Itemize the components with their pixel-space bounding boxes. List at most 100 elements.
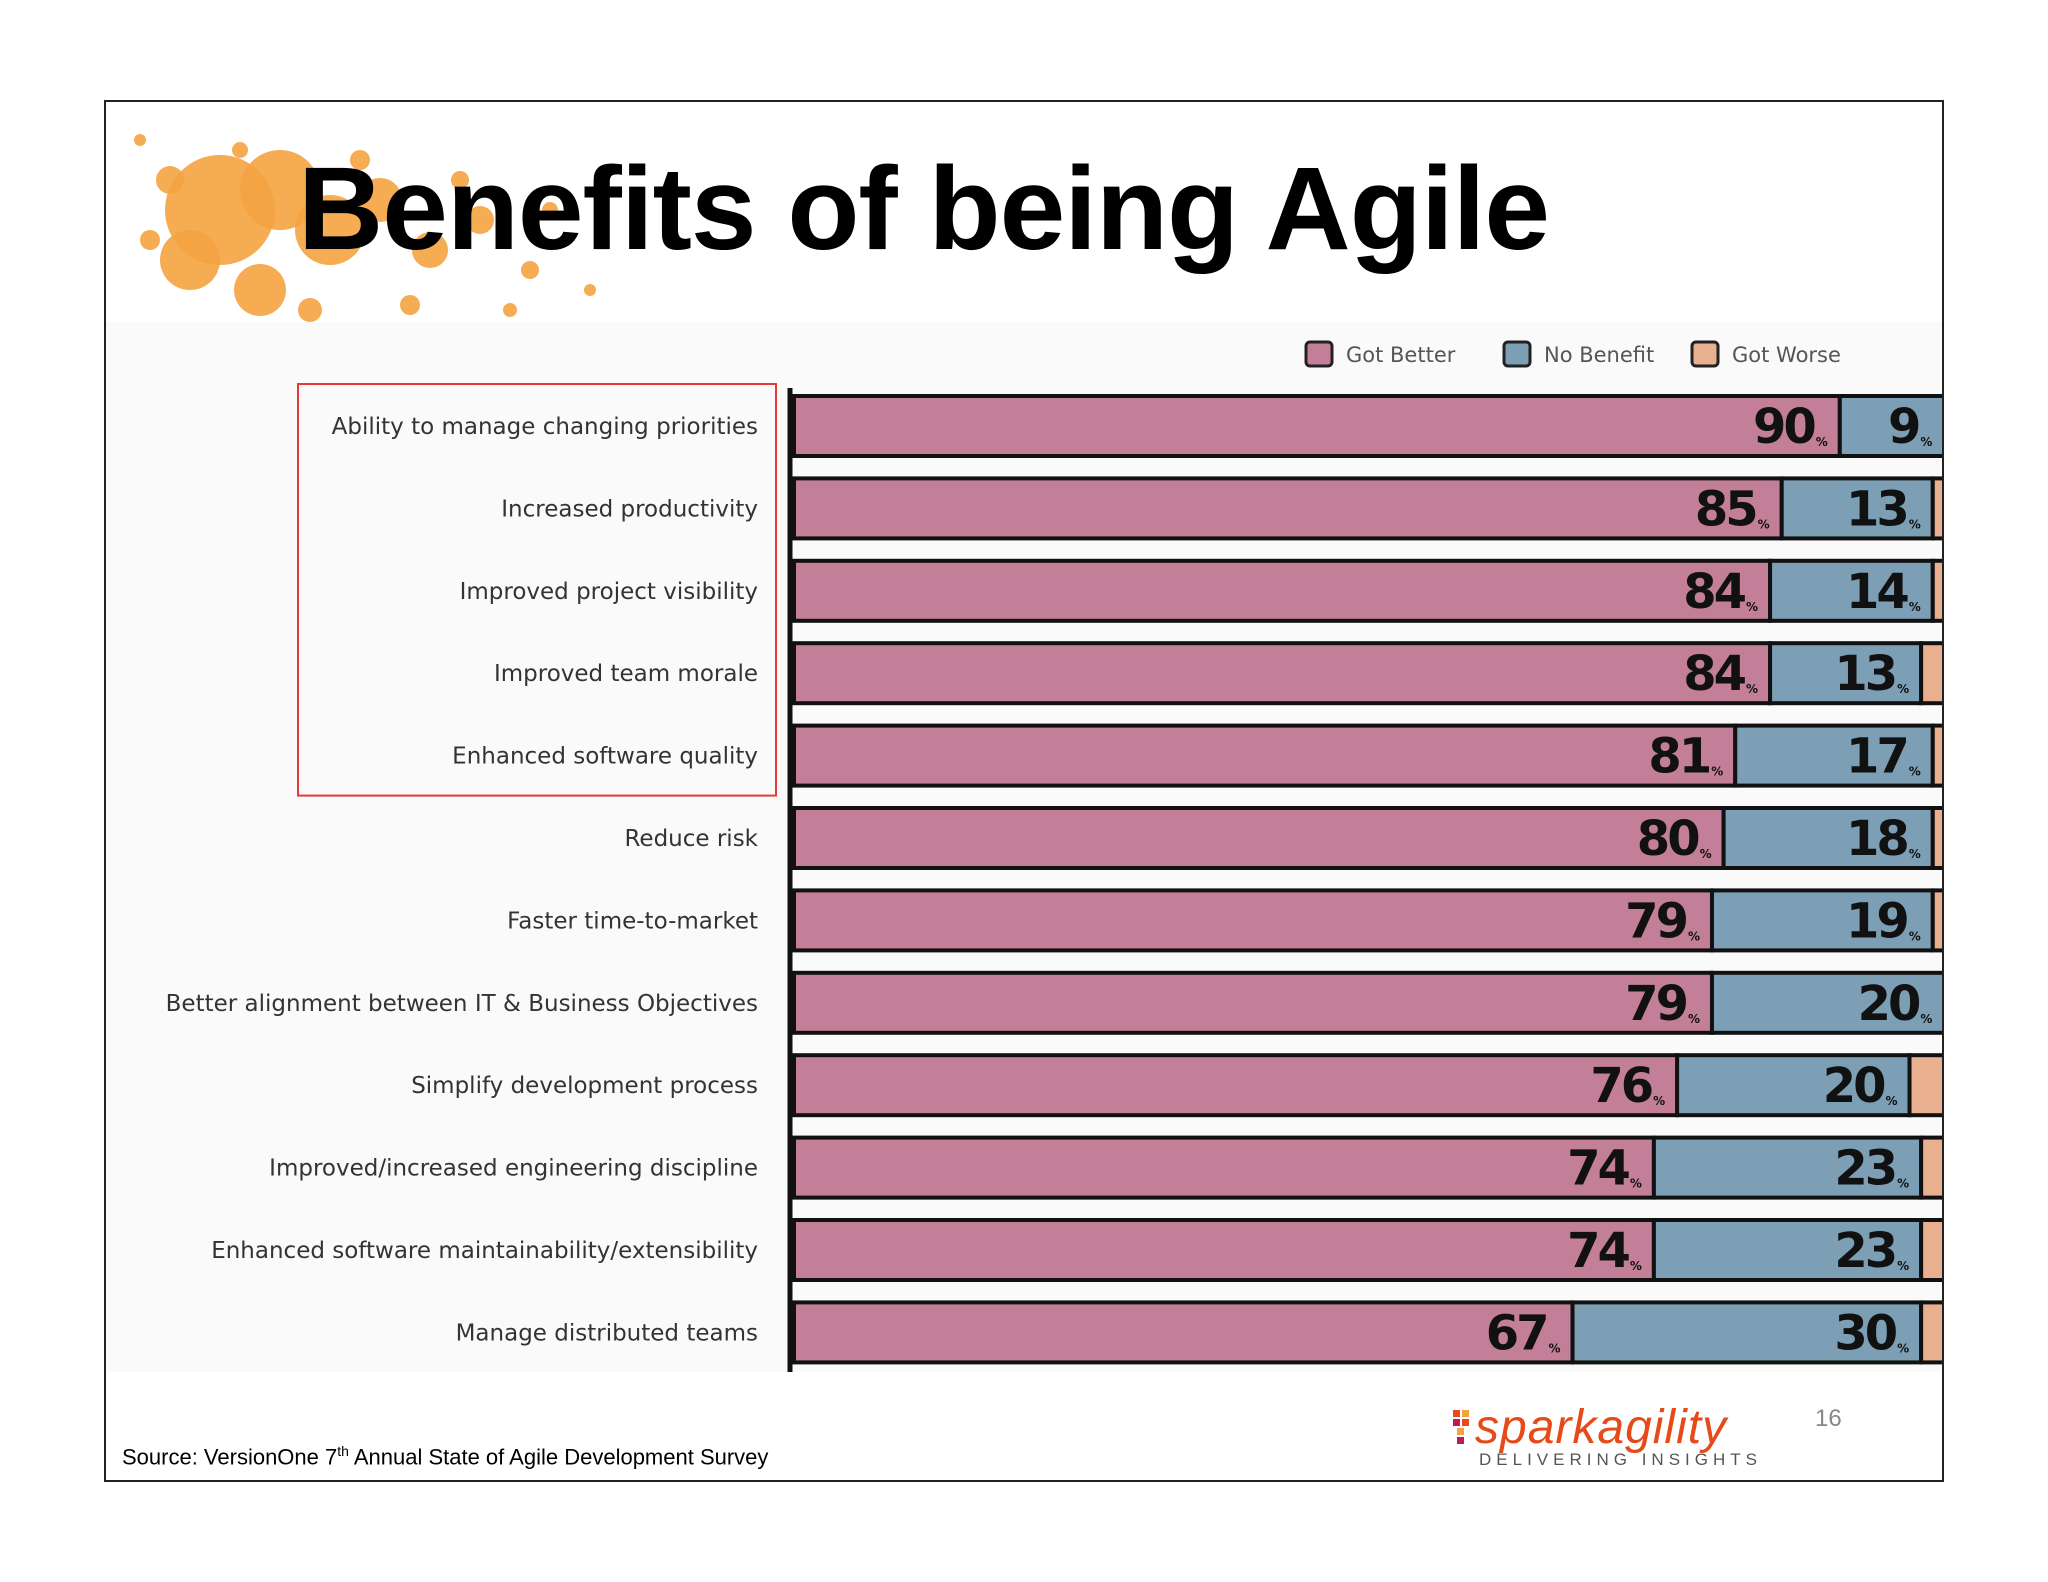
bar-segment-1 bbox=[1721, 806, 1935, 870]
category-label: Improved project visibility bbox=[460, 579, 758, 605]
data-label-percent: % bbox=[1630, 1177, 1642, 1191]
data-label-value: 90 bbox=[1753, 399, 1815, 455]
data-label-percent: % bbox=[1909, 517, 1921, 531]
spark-agility-logo: sparkagility DELIVERING INSIGHTS bbox=[1453, 1400, 1795, 1470]
category-label: Manage distributed teams bbox=[456, 1320, 758, 1346]
data-label-value: 23 bbox=[1834, 1223, 1895, 1279]
page-number: 16 bbox=[1815, 1405, 1842, 1432]
bar-segment-2 bbox=[1907, 1053, 1942, 1118]
bar-segment-1 bbox=[1837, 394, 1942, 458]
bar-segment-0 bbox=[792, 641, 1773, 706]
legend-label-2: Got Worse bbox=[1732, 343, 1841, 367]
bar-segment-0 bbox=[792, 476, 1784, 541]
data-label-value: 85 bbox=[1695, 481, 1756, 537]
bar-segment-1 bbox=[1570, 1300, 1924, 1365]
splat-blob bbox=[295, 195, 365, 265]
logo-wordmark: sparkagility bbox=[1475, 1400, 1727, 1455]
splat-blob bbox=[584, 284, 596, 296]
data-label-value: 84 bbox=[1683, 564, 1745, 620]
category-label: Improved/increased engineering disciplin… bbox=[269, 1156, 758, 1182]
bar-segment-0 bbox=[792, 888, 1714, 953]
category-label: Improved team morale bbox=[494, 661, 758, 687]
data-label-value: 79 bbox=[1625, 976, 1686, 1032]
category-label: Better alignment between IT & Business O… bbox=[166, 991, 758, 1017]
splat-blob bbox=[521, 261, 539, 279]
logo-word-agility: agility bbox=[1597, 1401, 1728, 1454]
data-label-value: 20 bbox=[1823, 1058, 1885, 1114]
data-label-value: 30 bbox=[1834, 1305, 1896, 1361]
splat-blob bbox=[412, 232, 448, 268]
splat-blob bbox=[400, 295, 420, 315]
data-label-value: 80 bbox=[1637, 811, 1699, 867]
data-label-percent: % bbox=[1758, 517, 1770, 531]
bar-segment-2 bbox=[1930, 723, 1942, 788]
data-label-percent: % bbox=[1746, 600, 1758, 614]
data-label-percent: % bbox=[1549, 1341, 1561, 1355]
data-label-percent: % bbox=[1688, 929, 1700, 943]
data-label-percent: % bbox=[1909, 929, 1921, 943]
data-label-percent: % bbox=[1897, 682, 1909, 696]
category-label: Enhanced software maintainability/extens… bbox=[211, 1238, 758, 1264]
legend-label-1: No Benefit bbox=[1544, 343, 1654, 367]
data-label-value: 79 bbox=[1625, 893, 1686, 949]
bar-segment-2 bbox=[1930, 806, 1942, 870]
data-label-percent: % bbox=[1897, 1259, 1909, 1273]
bar-segment-2 bbox=[1919, 1218, 1942, 1282]
category-label: Simplify development process bbox=[411, 1073, 758, 1099]
data-label-percent: % bbox=[1885, 1094, 1897, 1108]
data-label-value: 67 bbox=[1486, 1305, 1547, 1361]
bar-segment-2 bbox=[1919, 641, 1942, 706]
bar-segment-2 bbox=[1919, 1300, 1942, 1365]
legend-label-0: Got Better bbox=[1346, 343, 1456, 367]
bar-segment-0 bbox=[792, 1218, 1656, 1282]
bar-segment-1 bbox=[1675, 1053, 1912, 1118]
data-label-percent: % bbox=[1746, 682, 1758, 696]
bar-segment-1 bbox=[1709, 970, 1942, 1035]
data-label-percent: % bbox=[1897, 1177, 1909, 1191]
splat-blob bbox=[160, 230, 220, 290]
logo-word-spark: spark bbox=[1475, 1401, 1598, 1454]
data-label-percent: % bbox=[1700, 847, 1712, 861]
bar-segment-2 bbox=[1930, 888, 1942, 953]
data-label-percent: % bbox=[1909, 847, 1921, 861]
bar-segment-0 bbox=[792, 558, 1773, 623]
splat-blob bbox=[156, 166, 184, 194]
source-prefix: Source: VersionOne 7 bbox=[122, 1444, 338, 1470]
data-label-value: 84 bbox=[1683, 646, 1745, 702]
bar-segment-0 bbox=[792, 1300, 1575, 1365]
bar-segment-1 bbox=[1651, 1135, 1924, 1200]
data-label-value: 20 bbox=[1858, 976, 1920, 1032]
data-label-value: 74 bbox=[1567, 1223, 1629, 1279]
bar-segment-0 bbox=[792, 1053, 1680, 1118]
splat-blob bbox=[298, 298, 322, 322]
stacked-bar-chart: Got Better No Benefit Got Worse Ability to … bbox=[166, 340, 1942, 1372]
logo-tagline: DELIVERING INSIGHTS bbox=[1479, 1450, 1762, 1469]
data-label-percent: % bbox=[1653, 1094, 1665, 1108]
source-superscript: th bbox=[337, 1443, 349, 1459]
data-label-value: 17 bbox=[1846, 729, 1907, 785]
logo-mark-icon bbox=[1453, 1410, 1469, 1444]
data-label-value: 74 bbox=[1567, 1141, 1629, 1197]
bar-segment-0 bbox=[792, 723, 1738, 788]
category-label: Ability to manage changing priorities bbox=[332, 414, 758, 440]
bar-segment-0 bbox=[792, 394, 1842, 458]
bar-segment-1 bbox=[1733, 723, 1935, 788]
data-label-percent: % bbox=[1630, 1259, 1642, 1273]
bar-segment-2 bbox=[1919, 1135, 1942, 1200]
data-label-value: 14 bbox=[1846, 564, 1908, 620]
legend-swatch-0 bbox=[1304, 340, 1334, 368]
data-label-percent: % bbox=[1909, 600, 1921, 614]
splat-blob bbox=[358, 178, 402, 222]
data-label-percent: % bbox=[1909, 765, 1921, 779]
bar-segment-2 bbox=[1930, 476, 1942, 541]
data-label-value: 18 bbox=[1846, 811, 1907, 867]
source-suffix: Annual State of Agile Development Survey bbox=[348, 1444, 769, 1470]
splat-blob bbox=[503, 303, 517, 317]
splat-blob bbox=[350, 150, 370, 170]
bar-segment-0 bbox=[792, 1135, 1656, 1200]
bar-segment-1 bbox=[1768, 558, 1935, 623]
category-label: Enhanced software quality bbox=[452, 744, 758, 770]
data-label-value: 13 bbox=[1834, 646, 1895, 702]
category-label: Reduce risk bbox=[624, 826, 758, 852]
slide-title: Benefits of being Agile bbox=[298, 143, 1550, 275]
